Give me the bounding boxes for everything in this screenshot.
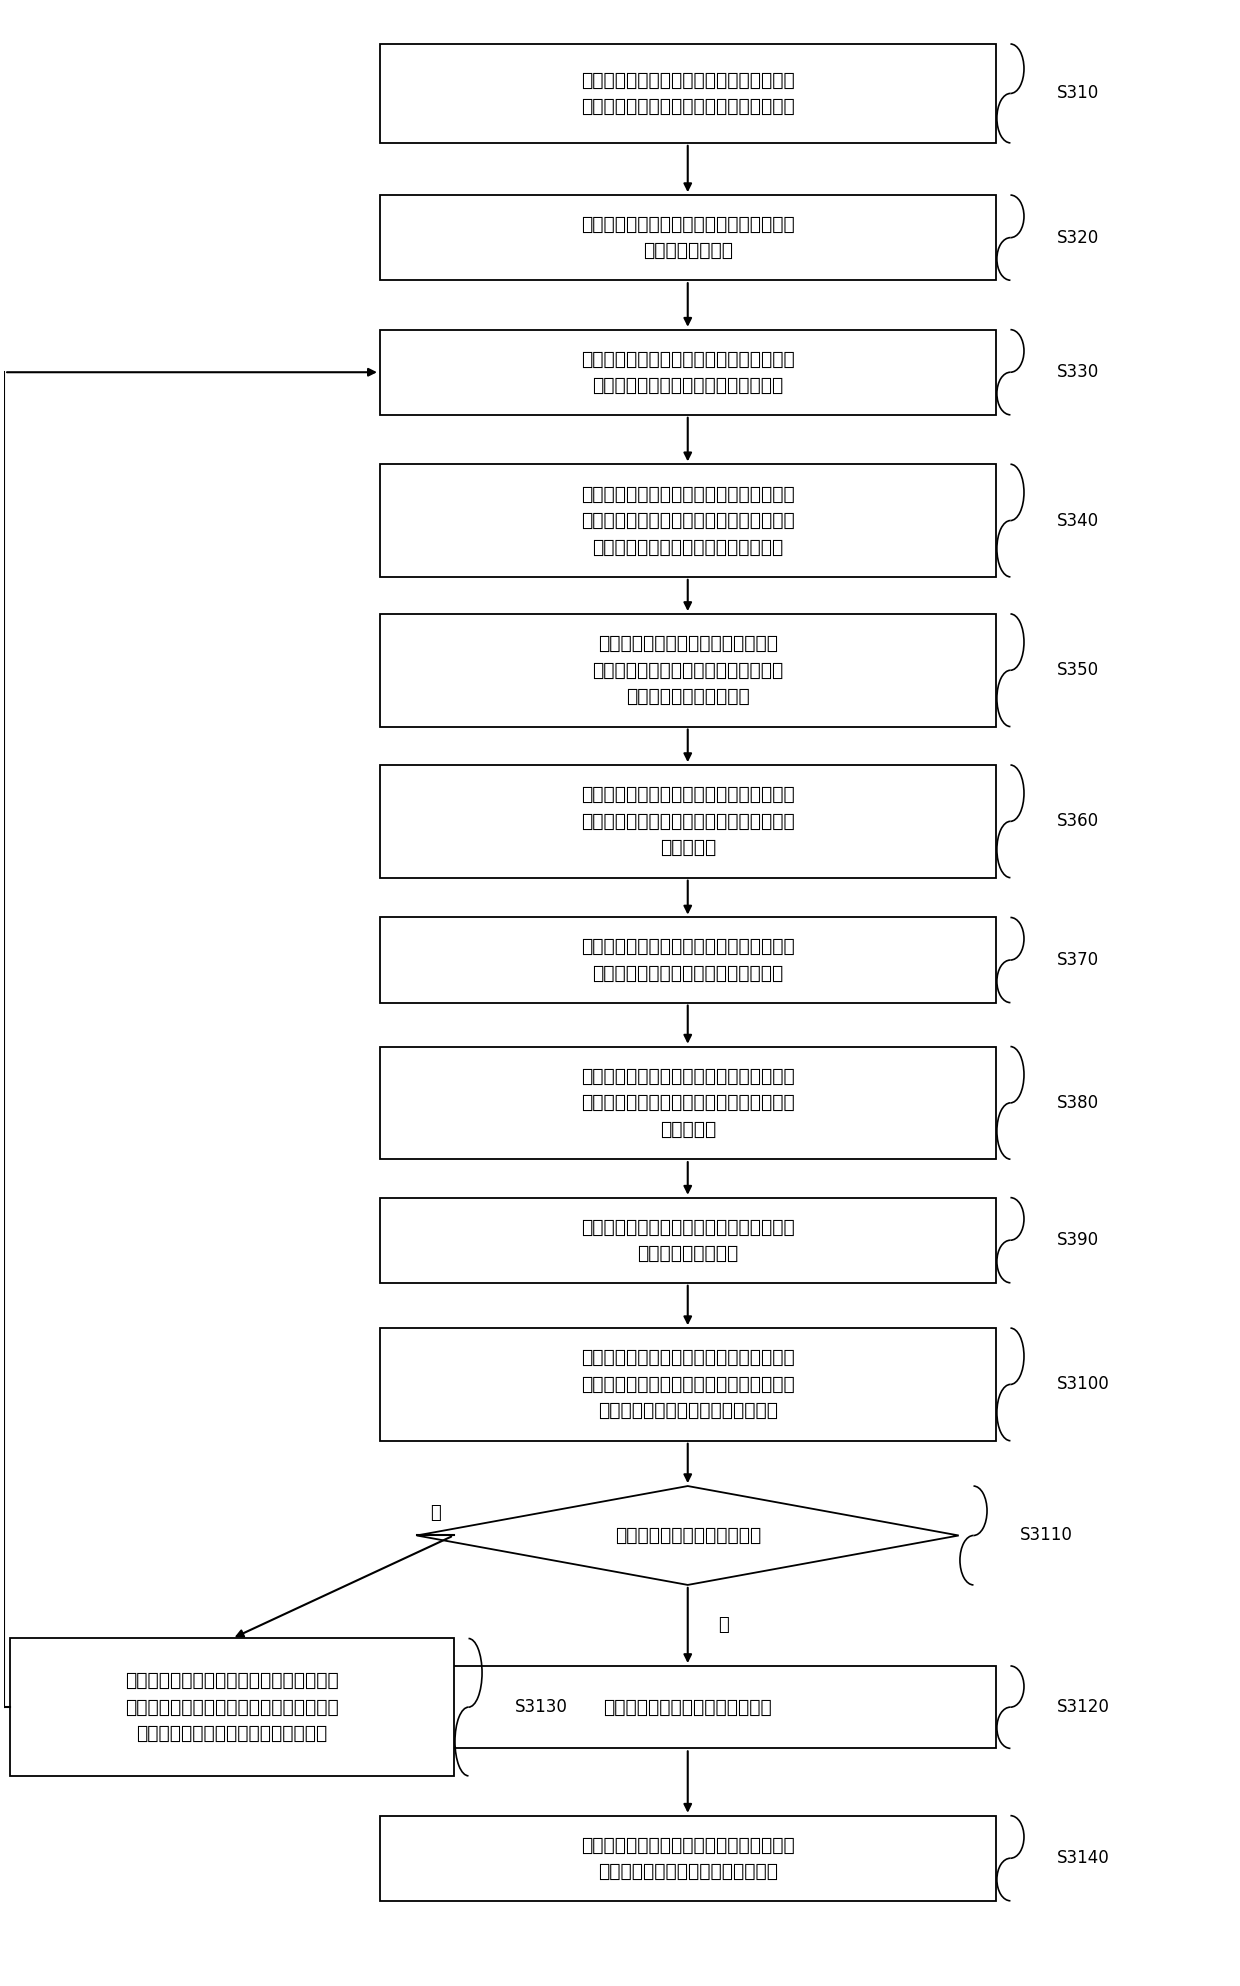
Text: 信号估值满足结束迭代条件？: 信号估值满足结束迭代条件？ [615,1525,761,1545]
FancyBboxPatch shape [379,1198,996,1283]
Text: 将第一数字序列以及第二数字序列分别通过
设定高通滤波器，得到第一滤波序列以及第
二滤波序列: 将第一数字序列以及第二数字序列分别通过 设定高通滤波器，得到第一滤波序列以及第 … [580,784,795,858]
FancyBboxPatch shape [379,465,996,576]
Text: 是: 是 [718,1617,729,1634]
FancyBboxPatch shape [379,614,996,727]
FancyBboxPatch shape [379,1815,996,1901]
Text: S3100: S3100 [1058,1376,1110,1394]
Text: 在数字信号传输结果中，获取与实部
信号对应的第一数字序列，以及与虚部
信号对应的第二数字序列: 在数字信号传输结果中，获取与实部 信号对应的第一数字序列，以及与虚部 信号对应的… [593,634,784,707]
Text: S390: S390 [1058,1231,1100,1249]
Text: 在蒙特卡洛树中，选取一条由顶至底的路径
作为当前迭代路径: 在蒙特卡洛树中，选取一条由顶至底的路径 作为当前迭代路径 [580,214,795,260]
FancyBboxPatch shape [379,1329,996,1440]
Text: S370: S370 [1058,951,1100,969]
FancyBboxPatch shape [379,918,996,1003]
Text: 根据当前迭代路径，更新蒙特卡洛树中与当
前迭代路径中各节点对应的节点访问数: 根据当前迭代路径，更新蒙特卡洛树中与当 前迭代路径中各节点对应的节点访问数 [580,350,795,395]
Text: S3140: S3140 [1058,1849,1110,1867]
FancyBboxPatch shape [379,1047,996,1160]
Text: S3120: S3120 [1058,1698,1110,1716]
Text: 根据由平均功率、功率差及信号估值确定的
第二对应关系、平均功率值以及功率差值，
计算与当前迭代路径对应的信号估值: 根据由平均功率、功率差及信号估值确定的 第二对应关系、平均功率值以及功率差值， … [580,1348,795,1420]
Text: 将当前迭代路径作为目标取值路径: 将当前迭代路径作为目标取值路径 [604,1698,773,1716]
Text: S350: S350 [1058,661,1100,679]
Text: S340: S340 [1058,512,1100,530]
Text: 对第一滤波序列以及第二滤波序列进行快速
傅里叶变换，得到与数字信号传输结果对应
的信号频谱: 对第一滤波序列以及第二滤波序列进行快速 傅里叶变换，得到与数字信号传输结果对应 … [580,1066,795,1138]
FancyBboxPatch shape [379,195,996,280]
Text: 否: 否 [430,1503,440,1521]
Text: S380: S380 [1058,1094,1100,1112]
Text: 根据待校准数据端口对应的备选延时值集备
选延时值集合合，构造延时值的蒙特卡洛树: 根据待校准数据端口对应的备选延时值集备 选延时值集合合，构造延时值的蒙特卡洛树 [580,71,795,117]
Text: 根据目标取值路径中包括的各节点，确定与
各待校准数据端口分别对应的延时值: 根据目标取值路径中包括的各节点，确定与 各待校准数据端口分别对应的延时值 [580,1835,795,1881]
FancyBboxPatch shape [379,1666,996,1748]
FancyBboxPatch shape [10,1638,454,1775]
Text: 根据第一滤波序列以及第二滤波序列，得到
与数字信号传输结果对应的平均功率值: 根据第一滤波序列以及第二滤波序列，得到 与数字信号传输结果对应的平均功率值 [580,937,795,983]
FancyBboxPatch shape [379,44,996,143]
Text: S3110: S3110 [1021,1527,1073,1545]
Text: S3130: S3130 [516,1698,568,1716]
Text: 根据信号频谱，得到在第一功率点以及第二
功率点下的功率差值: 根据信号频谱，得到在第一功率点以及第二 功率点下的功率差值 [580,1217,795,1263]
FancyBboxPatch shape [379,765,996,878]
Text: S330: S330 [1058,363,1100,381]
Text: S310: S310 [1058,85,1100,103]
FancyBboxPatch shape [379,330,996,415]
Polygon shape [417,1486,959,1585]
Text: 根据信号估值，更新蒙特卡洛树中与当前迭
代路径中的节点估值后，重新获取蒙特卡洛
树中的一条新的路径作为当前迭代路径: 根据信号估值，更新蒙特卡洛树中与当前迭 代路径中的节点估值后，重新获取蒙特卡洛 … [125,1670,339,1744]
Text: S360: S360 [1058,812,1100,830]
Text: 根据当前迭代路径中包括的各节点，对各待
校准数据端口进行延时校准，根据延时校准
后的模数转换器得到数字信号传输结果: 根据当前迭代路径中包括的各节点，对各待 校准数据端口进行延时校准，根据延时校准 … [580,485,795,556]
Text: S320: S320 [1058,228,1100,246]
